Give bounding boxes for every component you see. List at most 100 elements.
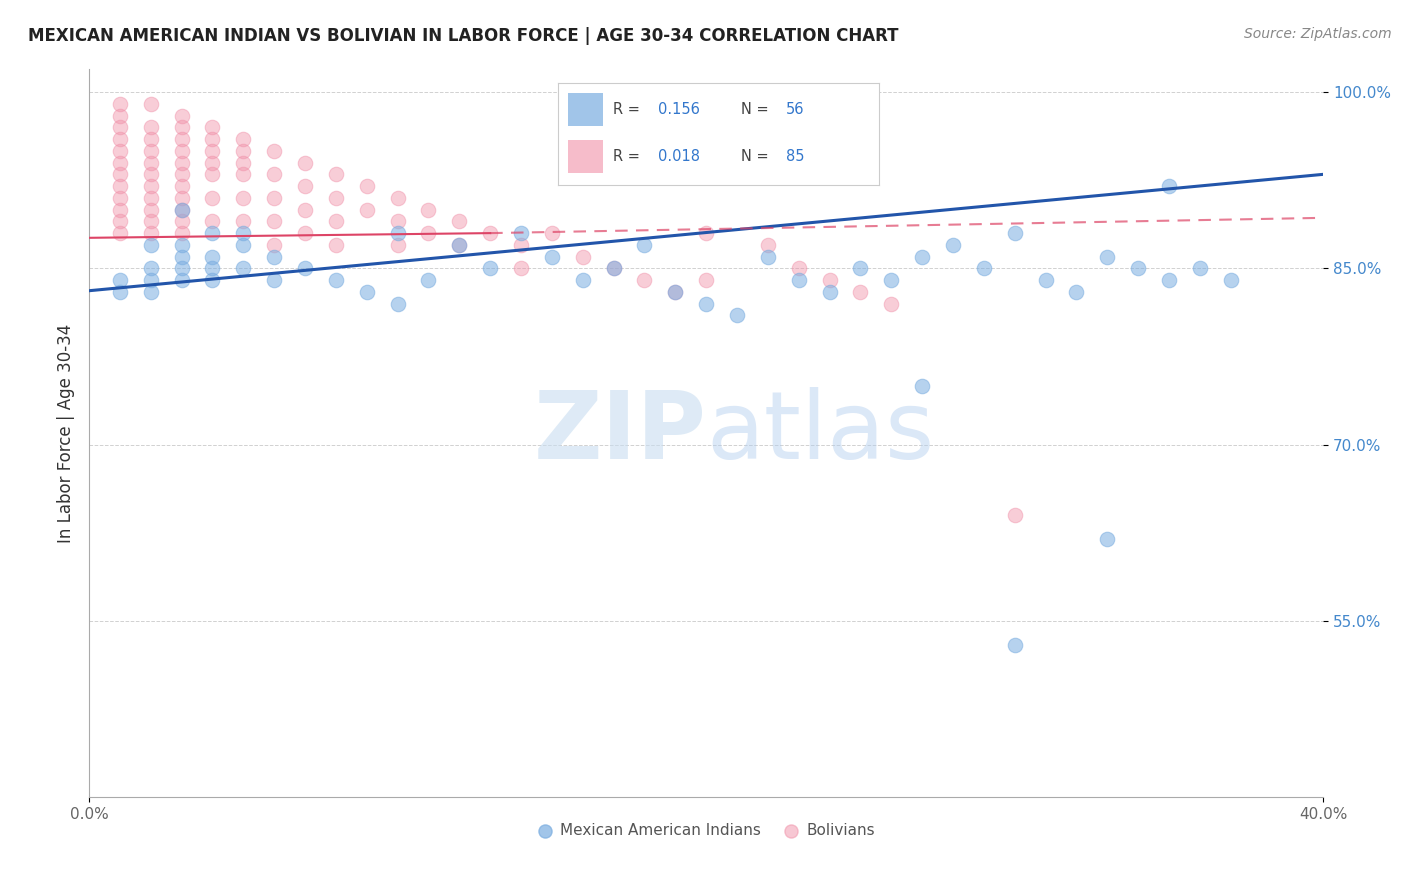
Point	[849, 261, 872, 276]
Point	[695, 273, 717, 287]
Point	[263, 273, 285, 287]
Point	[170, 238, 193, 252]
Point	[880, 273, 903, 287]
Point	[1157, 273, 1180, 287]
Point	[139, 144, 162, 158]
Point	[170, 132, 193, 146]
Point	[139, 214, 162, 228]
Point	[510, 226, 533, 240]
Point	[139, 96, 162, 111]
Point	[571, 273, 593, 287]
Point	[756, 238, 779, 252]
Point	[201, 120, 224, 135]
Point	[325, 167, 347, 181]
Point	[818, 273, 841, 287]
Point	[170, 144, 193, 158]
Point	[387, 226, 409, 240]
Point	[263, 144, 285, 158]
Point	[170, 202, 193, 217]
Point	[108, 214, 131, 228]
Point	[325, 273, 347, 287]
Point	[139, 179, 162, 194]
Point	[108, 155, 131, 169]
Point	[232, 226, 254, 240]
Point	[356, 202, 378, 217]
Point	[201, 191, 224, 205]
Point	[108, 96, 131, 111]
Point	[170, 214, 193, 228]
Point	[232, 191, 254, 205]
Point	[787, 273, 810, 287]
Text: MEXICAN AMERICAN INDIAN VS BOLIVIAN IN LABOR FORCE | AGE 30-34 CORRELATION CHART: MEXICAN AMERICAN INDIAN VS BOLIVIAN IN L…	[28, 27, 898, 45]
Point	[139, 132, 162, 146]
Point	[664, 285, 686, 299]
Point	[170, 155, 193, 169]
Point	[263, 250, 285, 264]
Point	[170, 250, 193, 264]
Point	[387, 191, 409, 205]
Point	[602, 261, 624, 276]
Point	[664, 285, 686, 299]
Point	[387, 214, 409, 228]
Point	[232, 167, 254, 181]
Legend: Mexican American Indians, Bolivians: Mexican American Indians, Bolivians	[531, 817, 882, 845]
Point	[108, 285, 131, 299]
Point	[108, 273, 131, 287]
Point	[973, 261, 995, 276]
Point	[232, 144, 254, 158]
Point	[387, 238, 409, 252]
Point	[294, 261, 316, 276]
Point	[418, 273, 440, 287]
Point	[1157, 179, 1180, 194]
Point	[201, 132, 224, 146]
Point	[232, 261, 254, 276]
Point	[108, 226, 131, 240]
Point	[294, 179, 316, 194]
Point	[449, 214, 471, 228]
Text: ZIP: ZIP	[533, 387, 706, 479]
Point	[139, 167, 162, 181]
Point	[541, 226, 564, 240]
Point	[325, 214, 347, 228]
Point	[170, 109, 193, 123]
Point	[139, 226, 162, 240]
Point	[387, 296, 409, 310]
Point	[201, 261, 224, 276]
Point	[849, 285, 872, 299]
Point	[108, 120, 131, 135]
Point	[479, 226, 502, 240]
Point	[725, 309, 748, 323]
Point	[510, 238, 533, 252]
Point	[139, 238, 162, 252]
Point	[108, 132, 131, 146]
Point	[294, 226, 316, 240]
Point	[232, 214, 254, 228]
Point	[356, 285, 378, 299]
Text: atlas: atlas	[706, 387, 935, 479]
Point	[232, 132, 254, 146]
Point	[1004, 638, 1026, 652]
Point	[510, 261, 533, 276]
Point	[170, 179, 193, 194]
Point	[263, 191, 285, 205]
Point	[449, 238, 471, 252]
Point	[418, 226, 440, 240]
Point	[449, 238, 471, 252]
Text: Source: ZipAtlas.com: Source: ZipAtlas.com	[1244, 27, 1392, 41]
Point	[170, 191, 193, 205]
Point	[108, 179, 131, 194]
Point	[294, 202, 316, 217]
Point	[108, 202, 131, 217]
Point	[108, 109, 131, 123]
Point	[139, 191, 162, 205]
Point	[232, 238, 254, 252]
Point	[571, 250, 593, 264]
Point	[1097, 250, 1119, 264]
Point	[1035, 273, 1057, 287]
Point	[201, 273, 224, 287]
Point	[911, 379, 934, 393]
Point	[756, 250, 779, 264]
Point	[139, 273, 162, 287]
Point	[633, 238, 655, 252]
Point	[201, 167, 224, 181]
